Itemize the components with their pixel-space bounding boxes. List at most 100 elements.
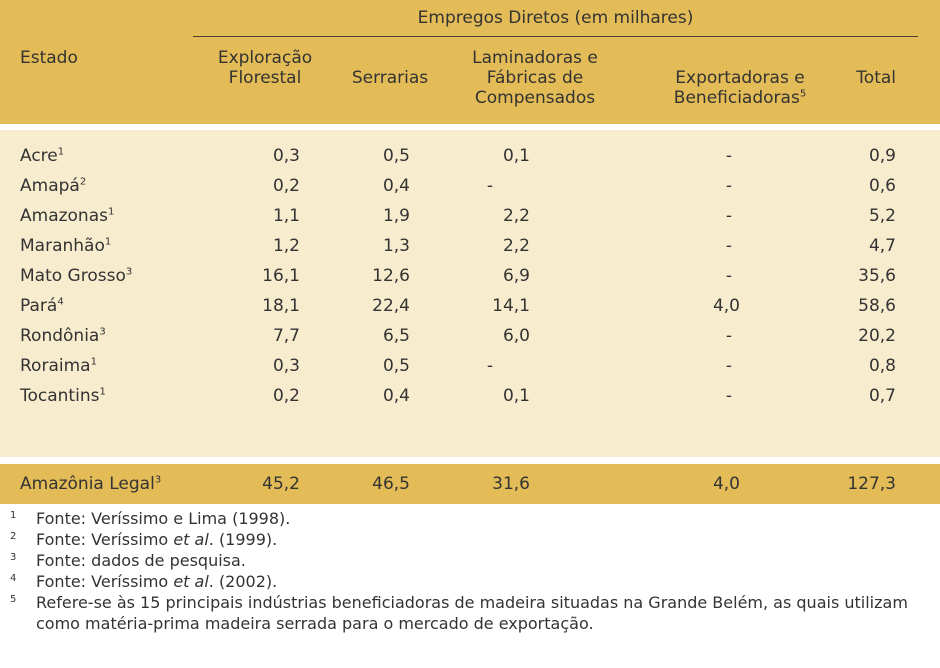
cell-total: 0,7 [868, 386, 896, 406]
state-name: Pará [20, 296, 58, 316]
table-row: Tocantins1 0,2 0,4 0,1 - 0,7 [0, 381, 940, 411]
footnote-marker: 2 [79, 176, 87, 188]
total-row: Amazônia Legal3 45,2 46,5 31,6 4,0 127,3 [0, 469, 940, 499]
state-cell: Amazônia Legal3 [20, 469, 161, 499]
cell-total: 20,2 [858, 326, 896, 346]
header-laminadoras: Laminadoras e Fábricas de Compensados [455, 48, 615, 108]
table-row: Pará4 18,1 22,4 14,1 4,0 58,6 [0, 291, 940, 321]
cell-serrarias: 0,5 [382, 356, 410, 376]
cell-exploracao: 0,2 [272, 176, 300, 196]
cell-serrarias: 22,4 [372, 296, 410, 316]
footnote-number: 5 [10, 594, 17, 605]
state-name: Acre [20, 146, 58, 166]
cell-laminadoras: 2,2 [502, 236, 530, 256]
table-row: Roraima1 0,3 0,5 - - 0,8 [0, 351, 940, 381]
footnote-marker: 4 [57, 296, 64, 308]
cell-serrarias: 1,3 [382, 236, 410, 256]
cell-exportadoras: - [725, 356, 733, 376]
cell-exploracao: 0,3 [272, 146, 300, 166]
cell-exploracao: 18,1 [262, 296, 300, 316]
cell-total: 0,8 [868, 356, 896, 376]
footnote-marker: 1 [107, 206, 115, 218]
state-cell: Amapá2 [20, 171, 86, 201]
cell-laminadoras: - [486, 356, 494, 376]
state-name: Amazonas [20, 206, 108, 226]
state-name: Amazônia Legal [20, 474, 155, 494]
footnote-text-end: . (1999). [208, 530, 278, 549]
footnote-number: 3 [10, 552, 17, 563]
cell-exploracao: 0,3 [272, 356, 300, 376]
footnote-text: Fonte: Veríssimo [36, 530, 174, 549]
state-cell: Rondônia3 [20, 321, 106, 351]
cell-exploracao: 1,1 [272, 206, 300, 226]
footnote-text: Refere-se às 15 principais indústrias be… [36, 593, 908, 633]
table-body: Acre1 0,3 0,5 0,1-0,9 Amapá2 0,2 0,4- -0,6 Amazo… [0, 130, 940, 457]
cell-exploracao: 16,1 [262, 266, 300, 286]
cell-exportadoras: - [725, 146, 733, 166]
cell-exportadoras: - [725, 206, 733, 226]
table-total-band: Amazônia Legal3 45,2 46,5 31,6 4,0 127,3 [0, 464, 940, 504]
cell-laminadoras: 0,1 [502, 146, 530, 166]
footnote-text: Fonte: Veríssimo [36, 572, 174, 591]
cell-total: 5,2 [868, 206, 896, 226]
cell-total: 58,6 [858, 296, 896, 316]
group-rule [193, 36, 918, 37]
state-cell: Roraima1 [20, 351, 97, 381]
cell-exploracao: 7,7 [272, 326, 300, 346]
header-exportadoras-line: Exportadoras e [675, 68, 805, 88]
footnote-marker: 1 [90, 356, 97, 368]
cell-laminadoras: 6,9 [502, 266, 530, 286]
cell-laminadoras: 6,0 [502, 326, 530, 346]
table-row: Acre1 0,3 0,5 0,1 - 0,9 [0, 141, 940, 171]
cell-laminadoras: 0,1 [502, 386, 530, 406]
footnote: 5 Refere-se às 15 principais indústrias b… [10, 592, 935, 634]
footnote-marker: 5 [799, 88, 807, 100]
table-row: Amapá2 0,2 0,4 - - 0,6 [0, 171, 940, 201]
cell-serrarias: 1,9 [382, 206, 410, 226]
footnote-number: 4 [10, 573, 17, 584]
header-exportadoras: Exportadoras e Beneficiadoras5 [660, 68, 820, 108]
footnote-marker: 3 [154, 474, 162, 486]
footnote-number: 2 [10, 531, 17, 542]
cell-exportadoras: - [725, 236, 733, 256]
state-name: Rondônia [20, 326, 100, 346]
footnote-marker: 1 [104, 236, 112, 248]
state-cell: Mato Grosso3 [20, 261, 132, 291]
footnote-text-end: . (2002). [208, 572, 278, 591]
cell-total: 4,7 [868, 236, 896, 256]
footnote-marker: 3 [99, 326, 106, 338]
cell-exportadoras: - [725, 176, 733, 196]
header-exportadoras-text: Beneficiadoras [673, 88, 800, 108]
group-title: Empregos Diretos (em milhares) [417, 8, 694, 28]
header-exploracao-florestal: Exploração Florestal [200, 48, 330, 88]
header-exportadoras-line: Beneficiadoras5 [660, 88, 820, 108]
footnote-text: Fonte: Veríssimo e Lima (1998). [36, 509, 291, 528]
footnote-marker: 1 [57, 146, 65, 158]
state-name: Tocantins [20, 386, 100, 406]
footnote-marker: 3 [125, 266, 133, 278]
cell-exploracao: 1,2 [272, 236, 300, 256]
state-cell: Maranhão1 [20, 231, 111, 261]
state-name: Mato Grosso [20, 266, 126, 286]
footnotes: 1 Fonte: Veríssimo e Lima (1998). 2 Fonte: … [10, 508, 935, 634]
footnote-marker: 1 [99, 386, 106, 398]
header-exploracao-line: Exploração [217, 48, 313, 68]
state-cell: Pará4 [20, 291, 64, 321]
table-row: Maranhão1 1,2 1,3 2,2 - 4,7 [0, 231, 940, 261]
header-exploracao-line: Florestal [228, 68, 302, 88]
footnote: 3 Fonte: dados de pesquisa. [10, 550, 935, 571]
cell-exportadoras: - [725, 326, 733, 346]
state-name: Amapá [20, 176, 80, 196]
cell-total: 127,3 [847, 474, 896, 494]
cell-exportadoras: - [725, 386, 733, 406]
header-total: Total [856, 68, 896, 88]
cell-serrarias: 0,4 [382, 176, 410, 196]
footnote: 1 Fonte: Veríssimo e Lima (1998). [10, 508, 935, 529]
cell-exploracao: 45,2 [262, 474, 300, 494]
table-row: Amazonas1 1,1 1,9 2,2 - 5,2 [0, 201, 940, 231]
table-row: Rondônia3 7,7 6,5 6,0 - 20,2 [0, 321, 940, 351]
cell-exportadoras: 4,0 [712, 474, 740, 494]
cell-laminadoras: 14,1 [492, 296, 530, 316]
cell-exportadoras: - [725, 266, 733, 286]
